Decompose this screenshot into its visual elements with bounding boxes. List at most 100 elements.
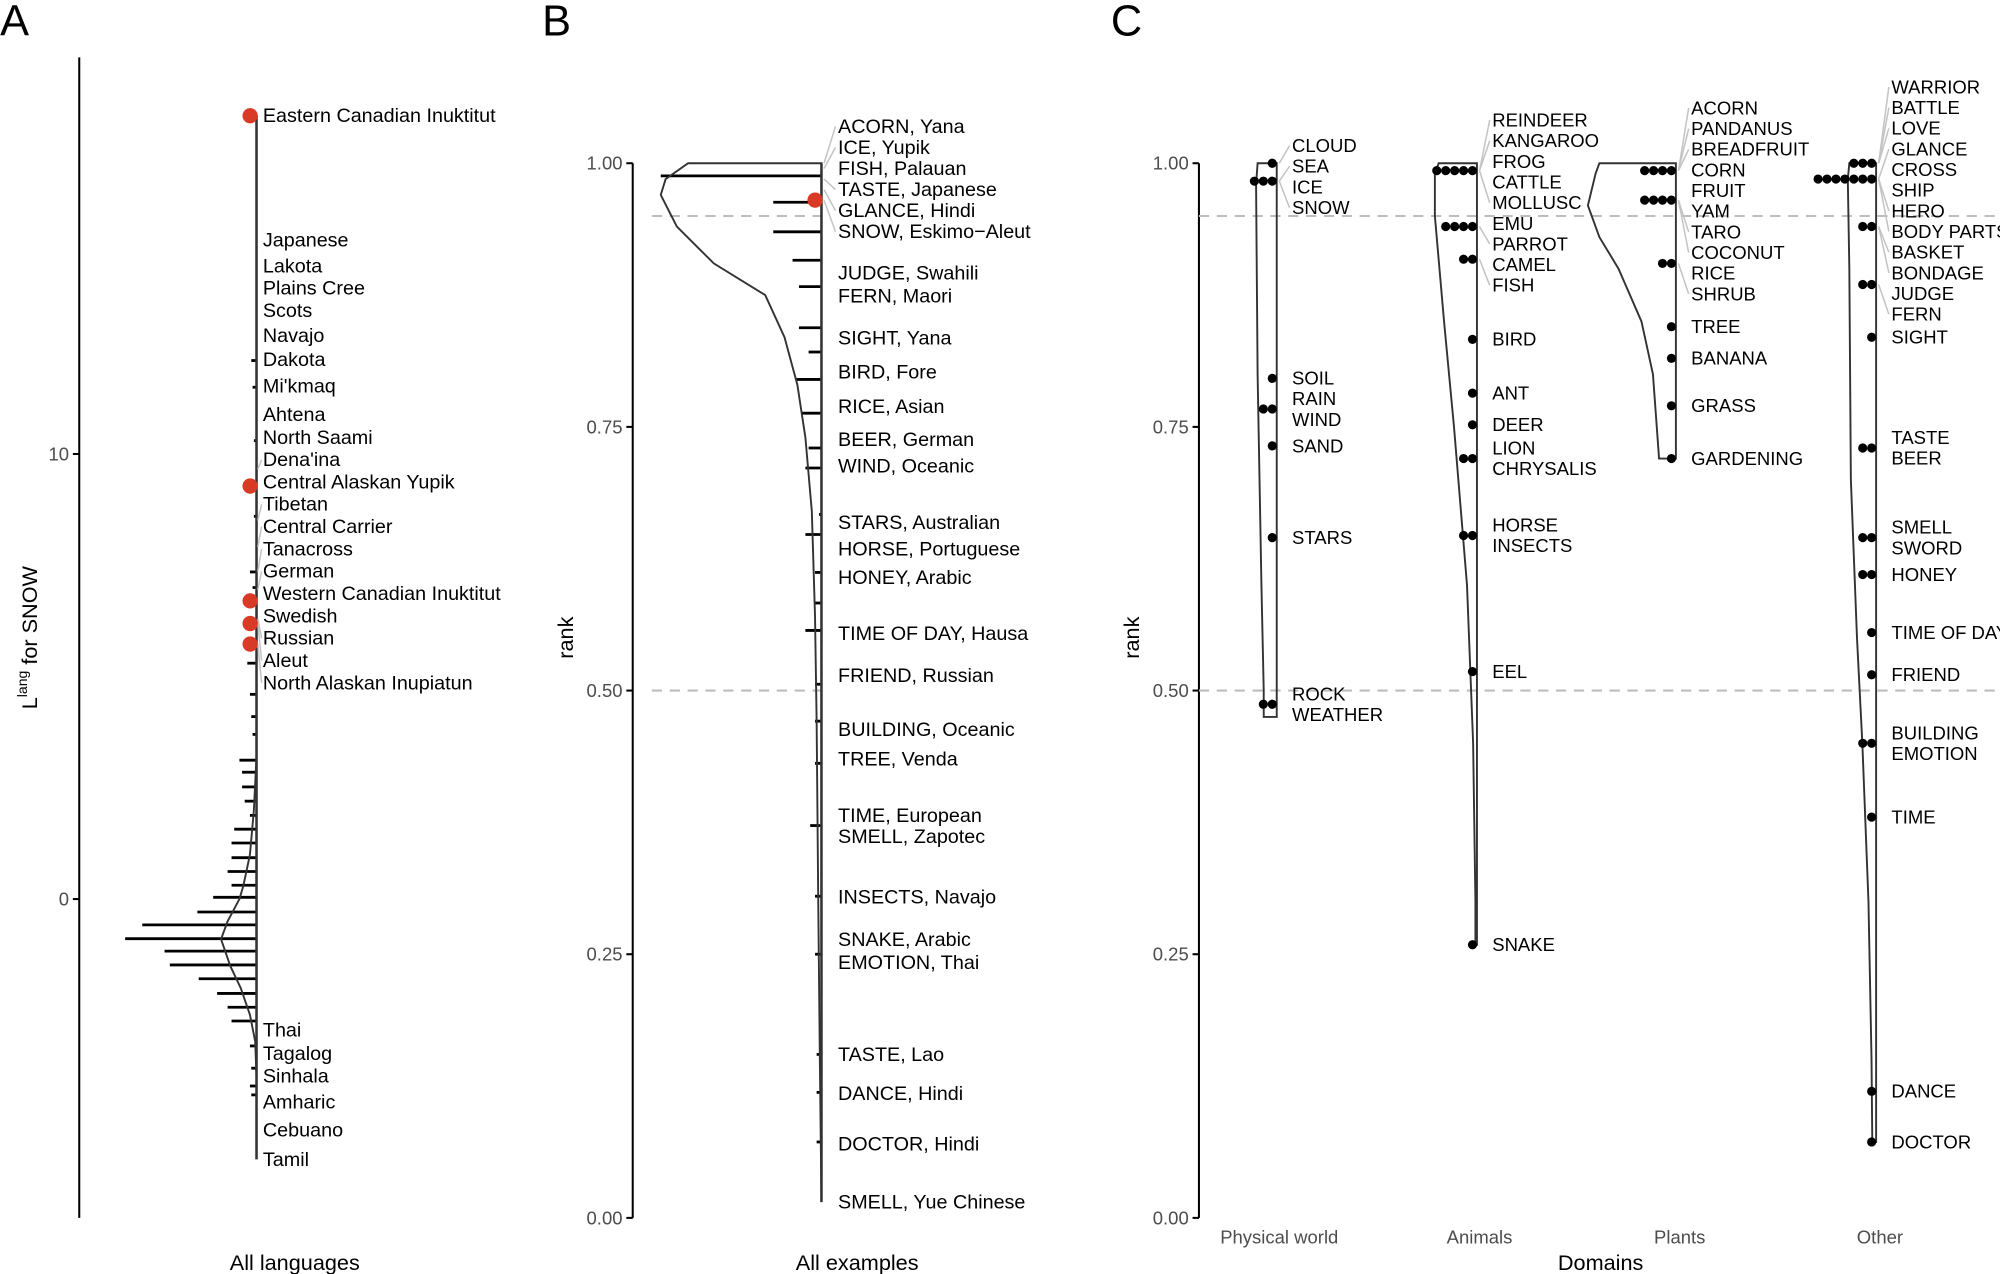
word-label: WEATHER [1292, 704, 1383, 725]
example-label: JUDGE, Swahili [838, 262, 978, 284]
label-leader-line [257, 548, 263, 572]
label-leader-line [1278, 165, 1291, 182]
label-leader-line [257, 571, 263, 590]
label-leader-line [1478, 226, 1491, 245]
label-leader-line [823, 199, 837, 232]
word-label: BONDAGE [1891, 262, 1983, 283]
word-label: CATTLE [1492, 171, 1562, 192]
language-label: Sinhala [263, 1066, 329, 1088]
word-dot [1666, 322, 1677, 332]
word-dot [1657, 166, 1668, 176]
panel-letter-b: B [542, 0, 571, 46]
violin-outline [1255, 162, 1278, 718]
word-dot [1458, 166, 1469, 176]
language-label: Japanese [263, 229, 349, 251]
label-leader-line [823, 147, 837, 169]
word-label: BODY PARTS [1891, 221, 2000, 242]
word-label: BUILDING [1891, 722, 1978, 743]
word-label: BIRD [1492, 329, 1536, 350]
label-leader-line [1677, 107, 1690, 171]
word-dot [1867, 443, 1877, 453]
word-label: INSECTS [1492, 535, 1572, 556]
word-label: GARDENING [1691, 448, 1803, 469]
word-label: TREE [1691, 316, 1740, 337]
word-dot [1267, 441, 1277, 451]
word-dot [1467, 530, 1478, 541]
label-leader-line [1478, 170, 1491, 203]
y-tick-label: 0.25 [587, 944, 623, 965]
word-dot [1849, 174, 1859, 184]
example-label: TREE, Venda [838, 748, 958, 770]
y-tick-label: 0.25 [1153, 944, 1189, 965]
language-label: Cebuano [263, 1119, 343, 1141]
language-label: Navajo [263, 325, 324, 347]
word-dot [1648, 195, 1659, 205]
word-label: DANCE [1891, 1081, 1956, 1102]
word-dot [1666, 353, 1677, 363]
word-label: TIME [1891, 806, 1935, 827]
label-leader-line [823, 189, 837, 211]
word-label: CAMEL [1492, 254, 1556, 275]
language-label: Tagalog [263, 1043, 332, 1065]
word-dot [1267, 158, 1277, 168]
language-label: Tamil [263, 1149, 309, 1171]
example-label: SNAKE, Arabic [838, 929, 971, 951]
example-label: DANCE, Hindi [838, 1083, 963, 1105]
word-label: ICE [1292, 176, 1323, 197]
label-leader-line [1877, 178, 1890, 232]
word-dot [1831, 174, 1841, 184]
word-dot [1867, 279, 1877, 290]
y-axis-title: rank [553, 616, 578, 658]
word-label: GLANCE [1891, 138, 1967, 159]
word-dot [1258, 404, 1268, 414]
example-label: TIME OF DAY, Hausa [838, 623, 1028, 645]
y-axis-title-rest: for SNOW [17, 565, 42, 670]
y-axis-title: rank [1119, 616, 1144, 658]
word-label: CORN [1691, 159, 1745, 180]
x-axis-title: All examples [796, 1250, 919, 1274]
word-dot [1867, 670, 1877, 680]
word-dot [1258, 176, 1268, 186]
highlight-point [242, 636, 258, 652]
word-label: YAM [1691, 201, 1730, 222]
word-dot [1867, 1137, 1877, 1147]
example-label: SMELL, Zapotec [838, 826, 985, 848]
example-label: SMELL, Yue Chinese [838, 1191, 1025, 1213]
label-leader-line [1877, 226, 1890, 274]
word-label: ANT [1492, 383, 1529, 404]
y-axis-title-main: L [17, 697, 42, 709]
word-label: JUDGE [1891, 283, 1954, 304]
word-dot [1267, 176, 1277, 186]
word-dot [1441, 166, 1451, 176]
word-dot [1813, 174, 1823, 184]
word-dot [1467, 388, 1478, 398]
label-leader-line [257, 623, 263, 661]
language-label: Dena'ina [263, 449, 340, 471]
example-label: BEER, German [838, 429, 974, 451]
word-label: BANANA [1691, 348, 1768, 369]
example-label: HORSE, Portuguese [838, 539, 1020, 561]
word-dot [1858, 174, 1868, 184]
word-dot [1867, 627, 1877, 638]
word-label: LION [1492, 438, 1535, 459]
word-label: WARRIOR [1891, 76, 1980, 97]
word-dot [1666, 258, 1677, 269]
example-label: EMOTION, Thai [838, 952, 979, 974]
y-tick-label: 0.75 [587, 416, 623, 437]
word-label: FRIEND [1891, 664, 1960, 685]
language-label: Central Alaskan Yupik [263, 471, 455, 493]
word-label: CHRYSALIS [1492, 458, 1596, 479]
label-leader-line [1877, 148, 1890, 180]
word-dot [1267, 373, 1277, 383]
word-dot [1467, 166, 1478, 176]
panel-letter-c: C [1111, 0, 1142, 46]
word-label: TASTE [1891, 427, 1949, 448]
word-label: PANDANUS [1691, 118, 1792, 139]
word-dot [1249, 176, 1260, 186]
label-leader-line [1478, 119, 1491, 171]
word-dot [1467, 666, 1478, 677]
label-leader-line [257, 504, 263, 521]
word-dot [1867, 533, 1877, 543]
word-label: EMU [1492, 213, 1533, 234]
